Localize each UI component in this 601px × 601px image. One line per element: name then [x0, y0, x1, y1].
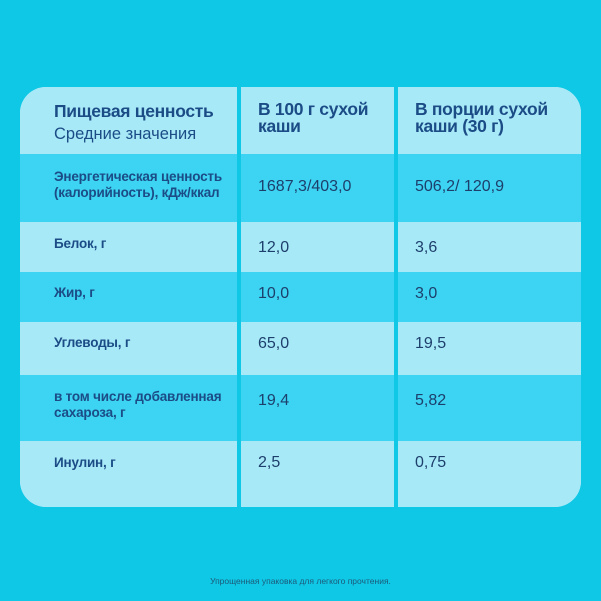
table-row: Энергетическая ценность (калорийность), … — [20, 154, 581, 222]
table-row: в том числе добавленная сахароза, г 19,4… — [20, 375, 581, 441]
row-value-portion: 3,0 — [396, 272, 581, 303]
row-label-line1: в том числе добавленная — [54, 389, 222, 404]
value-per100: 2,5 — [258, 454, 281, 471]
nutrition-table: Пищевая ценность Средние значения В 100 … — [20, 87, 581, 507]
header-title: Пищевая ценность — [54, 101, 214, 121]
value-portion: 19,5 — [415, 335, 447, 352]
table-header: Пищевая ценность Средние значения В 100 … — [20, 87, 581, 154]
table-row: Углеводы, г 65,0 19,5 — [20, 322, 581, 375]
table-row: Жир, г 10,0 3,0 — [20, 272, 581, 322]
header-portion: В порции сухой каши (30 г) — [396, 87, 581, 135]
row-label: Энергетическая ценность (калорийность), … — [20, 154, 239, 201]
row-value-per100: 12,0 — [239, 222, 396, 257]
value-per100: 65,0 — [258, 335, 290, 352]
row-label: Инулин, г — [20, 441, 239, 471]
row-label-line1: Инулин, г — [54, 455, 116, 470]
row-value-per100: 1687,3/403,0 — [239, 154, 396, 196]
row-value-per100: 2,5 — [239, 441, 396, 472]
row-label: в том числе добавленная сахароза, г — [20, 375, 239, 421]
row-label: Жир, г — [20, 272, 239, 301]
value-per100: 1687,3/403,0 — [258, 178, 352, 195]
header-portion-line2: каши (30 г) — [415, 116, 504, 136]
row-value-portion: 506,2/ 120,9 — [396, 154, 581, 196]
row-value-per100: 10,0 — [239, 272, 396, 303]
value-portion: 3,0 — [415, 285, 438, 302]
header-per100: В 100 г сухой каши — [239, 87, 396, 135]
header-per100-line2: каши — [258, 116, 301, 136]
row-value-portion: 3,6 — [396, 222, 581, 257]
header-per100-line1: В 100 г сухой — [258, 99, 369, 119]
value-per100: 10,0 — [258, 285, 290, 302]
column-divider-1 — [237, 87, 241, 507]
row-value-portion: 5,82 — [396, 375, 581, 410]
row-label-line2: сахароза, г — [54, 405, 126, 420]
row-label-line2: (калорийность), кДж/ккал — [54, 185, 220, 200]
value-per100: 19,4 — [258, 392, 290, 409]
row-label: Белок, г — [20, 222, 239, 252]
row-label-line1: Белок, г — [54, 236, 107, 251]
value-portion: 3,6 — [415, 239, 438, 256]
header-portion-line1: В порции сухой — [415, 99, 548, 119]
header-subtitle: Средние значения — [54, 125, 197, 143]
column-divider-2 — [394, 87, 398, 507]
value-portion: 5,82 — [415, 392, 447, 409]
table-row: Инулин, г 2,5 0,75 — [20, 441, 581, 507]
footnote: Упрощенная упаковка для легкого прочтени… — [210, 576, 391, 586]
row-label-line1: Энергетическая ценность — [54, 169, 222, 184]
row-value-portion: 19,5 — [396, 322, 581, 353]
header-nutrition: Пищевая ценность Средние значения — [20, 87, 239, 144]
value-portion: 506,2/ 120,9 — [415, 178, 504, 195]
row-value-per100: 65,0 — [239, 322, 396, 353]
row-label-line1: Углеводы, г — [54, 335, 131, 350]
row-label-line1: Жир, г — [54, 285, 95, 300]
row-value-per100: 19,4 — [239, 375, 396, 410]
row-value-portion: 0,75 — [396, 441, 581, 472]
row-label: Углеводы, г — [20, 322, 239, 351]
value-portion: 0,75 — [415, 454, 447, 471]
table-row: Белок, г 12,0 3,6 — [20, 222, 581, 272]
value-per100: 12,0 — [258, 239, 290, 256]
